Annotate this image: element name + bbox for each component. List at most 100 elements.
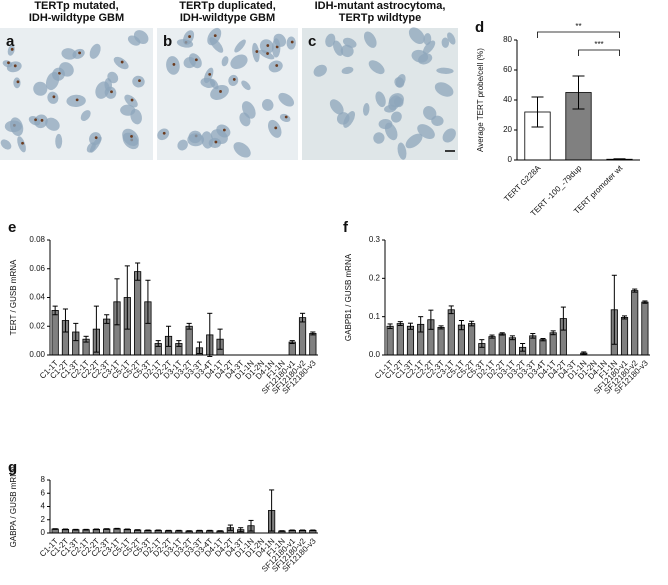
error-bar xyxy=(581,351,587,355)
image-title: IDH-wildtype GBM xyxy=(180,12,275,24)
nucleus xyxy=(208,137,222,149)
probe-dot xyxy=(208,72,212,76)
error-bar xyxy=(520,343,526,352)
nucleus xyxy=(17,136,26,153)
probe-dot xyxy=(21,141,24,145)
probe-dot xyxy=(7,61,10,65)
error-bar xyxy=(93,528,99,531)
probe-dot xyxy=(52,95,56,99)
y-tick-label: 0.2 xyxy=(369,273,381,282)
y-tick-label: 0 xyxy=(508,155,513,164)
error-bar xyxy=(207,529,213,532)
error-bar xyxy=(62,308,69,333)
probe-dot xyxy=(266,44,270,47)
bar xyxy=(103,318,111,356)
nucleus xyxy=(113,56,129,70)
probe-dot xyxy=(130,134,133,138)
nucleus xyxy=(10,117,24,137)
nucleus xyxy=(107,71,119,84)
bar xyxy=(498,333,506,356)
nucleus xyxy=(133,30,149,44)
nucleus xyxy=(313,64,327,77)
error-bar xyxy=(165,325,172,347)
probe-dot xyxy=(34,118,37,122)
bar xyxy=(529,335,537,356)
probe-dot xyxy=(58,71,61,75)
nucleus xyxy=(279,113,291,123)
error-bar xyxy=(73,528,79,531)
error-bar xyxy=(428,309,434,330)
probe-dot xyxy=(219,90,222,93)
error-bar xyxy=(155,529,161,532)
nucleus xyxy=(221,56,229,67)
error-bar xyxy=(83,335,89,343)
nucleus xyxy=(405,133,423,149)
bar xyxy=(631,290,639,356)
nucleus xyxy=(268,119,282,138)
error-bar xyxy=(299,529,306,532)
error-bar xyxy=(217,530,223,532)
nucleus xyxy=(397,142,407,160)
y-tick-label: 0.04 xyxy=(29,293,45,302)
nucleus xyxy=(120,104,136,116)
y-tick-label: 0.02 xyxy=(29,321,45,330)
nucleus xyxy=(394,77,405,88)
error-bar xyxy=(196,529,203,532)
y-axis-label: Average TERT probe/cell (%) xyxy=(476,48,485,152)
probe-dot xyxy=(284,115,288,119)
nucleus xyxy=(234,39,246,53)
image-title: TERTp mutated, xyxy=(34,0,118,12)
probe-dot xyxy=(13,64,17,68)
error-bar xyxy=(299,312,306,323)
nucleus xyxy=(66,94,86,107)
probe-dot xyxy=(274,126,278,130)
probe-dot xyxy=(40,118,44,122)
bar xyxy=(539,339,547,356)
error-bar xyxy=(469,320,475,327)
probe-dot xyxy=(16,80,20,84)
error-bar xyxy=(572,75,585,110)
y-tick-label: 2 xyxy=(41,515,46,524)
probe-dot xyxy=(214,140,218,144)
error-bar xyxy=(289,529,295,532)
nucleus xyxy=(28,116,41,126)
nucleus xyxy=(341,66,354,75)
nucleus xyxy=(273,33,287,47)
x-tick-label: TERT G228A xyxy=(502,163,543,204)
bar xyxy=(396,323,404,356)
probe-dot xyxy=(110,90,113,94)
nucleus xyxy=(368,60,385,75)
probe-dot xyxy=(194,58,198,62)
error-bar xyxy=(458,320,464,331)
nucleus xyxy=(384,104,397,113)
error-bar xyxy=(155,340,161,347)
bar xyxy=(309,333,317,356)
panel-letter: b xyxy=(163,33,172,50)
bar xyxy=(386,325,394,356)
nucleus xyxy=(45,71,60,91)
nucleus xyxy=(132,75,145,88)
panel-letter: f xyxy=(343,219,349,236)
error-bar xyxy=(531,96,544,128)
error-bar xyxy=(248,519,254,532)
error-bar xyxy=(186,322,192,330)
bar xyxy=(488,336,496,356)
y-tick-label: 4 xyxy=(41,502,46,511)
nucleus xyxy=(2,60,13,68)
y-axis-label: GABPB1 / GUSB mRNA xyxy=(344,253,353,341)
error-bar xyxy=(104,314,110,324)
probe-dot xyxy=(94,136,98,140)
y-tick-label: 0.0 xyxy=(369,350,381,359)
error-bar xyxy=(560,306,566,331)
y-axis-label: TERT / GUSB mRNA xyxy=(9,259,18,335)
nucleus xyxy=(183,30,195,45)
error-bar xyxy=(489,334,495,339)
error-bar xyxy=(509,335,515,341)
panel-letter: e xyxy=(8,219,16,236)
error-bar xyxy=(73,322,79,342)
y-tick-label: 0.1 xyxy=(369,312,381,321)
nucleus xyxy=(332,40,344,56)
error-bar xyxy=(176,340,182,347)
probe-dot xyxy=(138,79,141,83)
error-bar xyxy=(479,339,485,348)
